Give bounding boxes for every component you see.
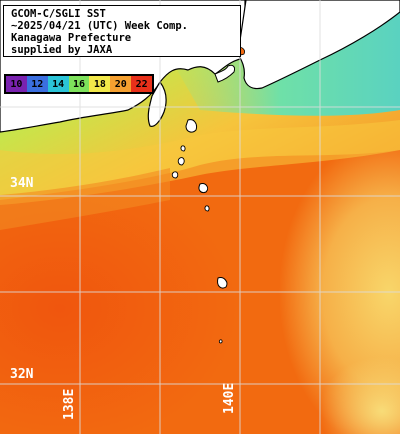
colorbar-cell-16: 16 bbox=[68, 76, 90, 92]
title-line-date: ~2025/04/21 (UTC) Week Comp. bbox=[11, 20, 189, 32]
sst-colorbar: 10 12 14 16 18 20 22 bbox=[4, 74, 154, 94]
colorbar-cell-22: 22 bbox=[131, 76, 153, 92]
miyakejima-island bbox=[198, 183, 209, 193]
title-line-product: GCOM-C/SGLI SST bbox=[11, 8, 106, 20]
colorbar-cell-10: 10 bbox=[6, 76, 27, 92]
southeast-mild-water bbox=[220, 280, 400, 434]
lat-label-34n: 34N bbox=[10, 176, 34, 191]
aogashima-island bbox=[218, 339, 223, 344]
toshima-island bbox=[180, 145, 186, 152]
izu-oshima-island bbox=[185, 119, 197, 133]
colorbar-cell-20: 20 bbox=[110, 76, 132, 92]
transition-strip-south bbox=[0, 168, 170, 230]
kanto-landmass bbox=[237, 0, 400, 90]
lat-label-32n: 32N bbox=[10, 367, 34, 382]
title-box: GCOM-C/SGLI SST ~2025/04/21 (UTC) Week C… bbox=[3, 5, 241, 57]
colorbar-cell-18: 18 bbox=[89, 76, 111, 92]
mikurajima-island bbox=[204, 205, 210, 212]
niijima-island bbox=[177, 157, 185, 166]
kozushima-island bbox=[171, 171, 179, 179]
lon-label-138e: 138E bbox=[62, 388, 77, 420]
colorbar-cell-12: 12 bbox=[26, 76, 48, 92]
colorbar-cell-14: 14 bbox=[47, 76, 69, 92]
title-line-region: Kanagawa Prefecture bbox=[11, 32, 132, 44]
miura-peninsula bbox=[214, 64, 235, 83]
title-line-credit: supplied by JAXA bbox=[11, 44, 113, 56]
hachijojima-island bbox=[217, 277, 228, 289]
lon-label-140e: 140E bbox=[222, 382, 237, 414]
